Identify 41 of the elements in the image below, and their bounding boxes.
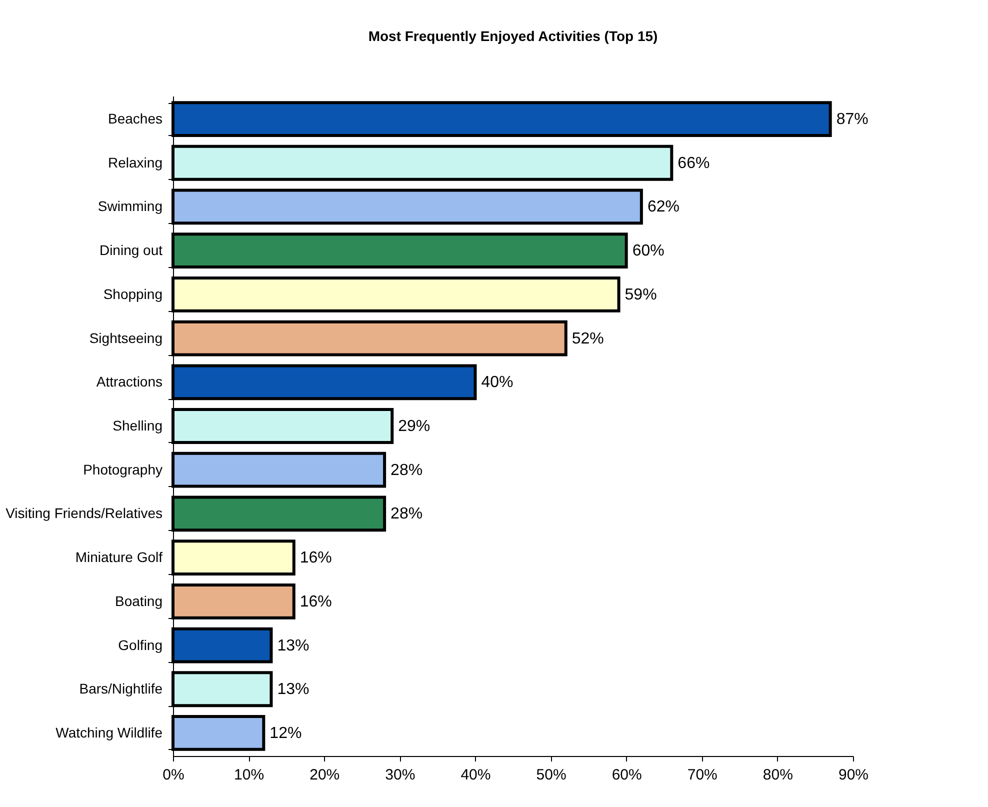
x-tick-label: 40% <box>460 766 491 784</box>
data-label: 16% <box>300 550 332 567</box>
x-tick-label: 20% <box>310 766 340 784</box>
x-tick-label: 30% <box>385 766 416 784</box>
data-label: 28% <box>390 462 423 479</box>
chart-title: Most Frequently Enjoyed Activities (Top 15) <box>368 28 658 44</box>
data-label: 40% <box>481 374 514 392</box>
y-tick-label: Shelling <box>112 418 162 434</box>
data-label: 87% <box>836 111 868 128</box>
y-tick-label: Relaxing <box>108 154 162 170</box>
y-tick-label: Dining out <box>99 242 163 258</box>
data-label: 66% <box>678 154 710 172</box>
y-tick-label: Miniature Golf <box>75 549 163 566</box>
y-tick-label: Boating <box>115 592 162 609</box>
data-label: 16% <box>300 593 332 610</box>
data-label: 62% <box>647 198 680 216</box>
data-label: 13% <box>277 637 310 654</box>
y-tick-label: Photography <box>83 461 162 478</box>
y-tick-label: Visiting Friends/Relatives <box>6 505 162 522</box>
y-tick-label: Attractions <box>96 374 162 390</box>
x-tick-label: 80% <box>762 766 793 784</box>
data-label: 13% <box>277 681 310 698</box>
y-tick-label: Swimming <box>98 198 162 214</box>
y-tick-label: Shopping <box>103 286 162 302</box>
data-label: 52% <box>572 330 604 348</box>
data-label: 12% <box>270 724 302 742</box>
data-label: 59% <box>624 286 657 304</box>
x-tick-label: 70% <box>687 766 718 784</box>
data-label: 29% <box>398 418 430 435</box>
x-tick-label: 60% <box>612 766 642 784</box>
x-tick-label: 90% <box>838 766 869 784</box>
data-label: 28% <box>390 506 423 523</box>
y-tick-label: Golfing <box>118 636 162 653</box>
x-tick-label: 10% <box>234 766 264 784</box>
data-label: 60% <box>632 242 664 260</box>
y-tick-label: Beaches <box>108 110 162 127</box>
x-tick-label: 50% <box>536 766 566 784</box>
x-tick-label: 0% <box>162 766 184 784</box>
y-tick-label: Sightseeing <box>89 330 162 346</box>
y-tick-label: Bars/Nightlife <box>79 680 163 697</box>
y-tick-label: Watching Wildlife <box>56 724 163 740</box>
